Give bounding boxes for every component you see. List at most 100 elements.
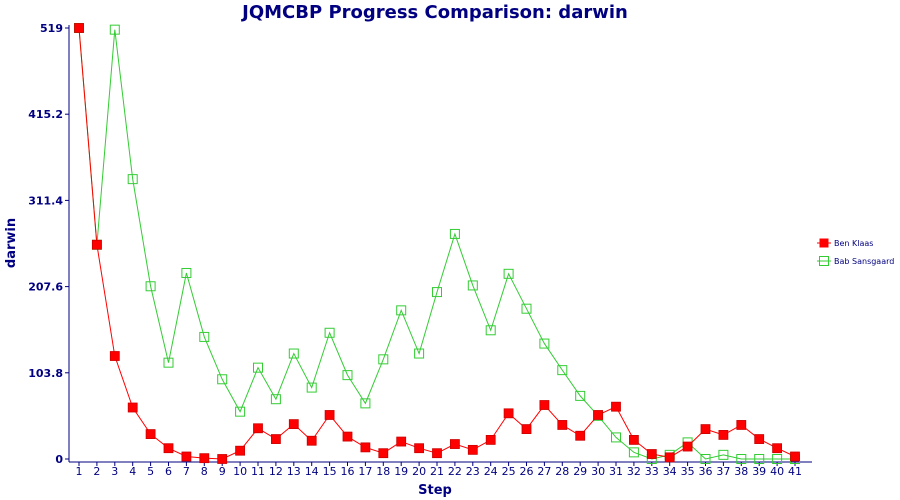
x-axis-label: Step (418, 483, 452, 498)
x-tick-label: 29 (573, 465, 587, 478)
data-point (646, 449, 657, 459)
legend-item: Bab Sansgaard (817, 256, 894, 266)
y-tick-label: 0 (55, 453, 63, 466)
x-tick-label: 23 (466, 465, 480, 478)
data-point (74, 23, 84, 33)
y-tick-label: 415.2 (28, 108, 63, 121)
data-point (682, 441, 693, 452)
data-point (270, 394, 281, 405)
data-point (199, 453, 210, 464)
x-tick-label: 30 (591, 465, 605, 478)
data-point (449, 228, 460, 239)
data-point (772, 443, 782, 454)
data-point (181, 451, 192, 462)
data-point (432, 448, 442, 459)
data-point (109, 351, 120, 361)
legend-label: Ben Klaas (834, 239, 873, 248)
data-point (306, 382, 317, 393)
x-tick-label: 3 (111, 465, 118, 478)
data-point (503, 408, 514, 419)
x-tick-label: 7 (183, 465, 190, 478)
data-point (557, 365, 568, 376)
data-point (736, 420, 747, 430)
data-point (521, 424, 532, 435)
legend-marker (819, 256, 829, 266)
data-point (539, 338, 550, 349)
x-tick-label: 28 (555, 465, 569, 478)
y-tick-label: 519 (40, 22, 63, 35)
x-tick-label: 31 (609, 465, 623, 478)
data-point (235, 445, 246, 456)
x-tick-label: 32 (627, 465, 641, 478)
data-point (772, 454, 783, 464)
x-tick-label: 2 (93, 465, 100, 478)
data-point (521, 303, 532, 314)
series-line (78, 27, 795, 460)
data-point (718, 449, 729, 460)
data-point (664, 452, 675, 463)
x-tick-label: 40 (770, 465, 784, 478)
data-point (700, 454, 711, 464)
x-tick-label: 12 (269, 465, 283, 478)
data-point (92, 239, 102, 250)
data-point (324, 410, 335, 420)
data-point (306, 435, 317, 446)
data-point (199, 331, 210, 342)
data-point (629, 434, 639, 445)
data-point (754, 434, 765, 444)
y-tick-label: 207.6 (28, 281, 63, 294)
data-point (342, 370, 353, 381)
data-point (360, 398, 371, 409)
x-ticks: 1 2 3 4 5 6 7 8 9 10 11 12 13 14 15 16 17 18 19 20 21 22 23 24 2… (76, 462, 802, 478)
data-point (235, 406, 246, 417)
data-point (163, 443, 174, 454)
data-point (253, 423, 263, 434)
data-point (127, 402, 138, 413)
x-tick-label: 5 (147, 465, 154, 478)
legend-label: Bab Sansgaard (834, 257, 894, 266)
x-tick-label: 34 (663, 465, 677, 478)
series-layer (74, 23, 800, 464)
legend: Ben Klaas Bab Sansgaard (817, 238, 894, 266)
data-point (736, 454, 747, 464)
data-point (145, 429, 156, 439)
data-point (432, 287, 442, 298)
x-tick-label: 11 (251, 465, 265, 478)
data-point (396, 305, 407, 316)
x-tick-label: 9 (219, 465, 226, 478)
x-tick-label: 38 (734, 465, 748, 478)
x-tick-label: 33 (645, 465, 659, 478)
data-point (360, 442, 371, 453)
data-point (575, 390, 586, 401)
data-point (181, 267, 192, 278)
series-1 (74, 23, 800, 464)
x-tick-label: 21 (430, 465, 444, 478)
data-point (342, 431, 353, 442)
y-axis-label: darwin (4, 218, 19, 268)
data-point (718, 430, 729, 440)
data-point (449, 439, 460, 449)
legend-item: Ben Klaas (817, 238, 873, 248)
legend-marker (819, 238, 829, 248)
x-tick-label: 1 (76, 465, 83, 478)
x-tick-label: 15 (323, 465, 337, 478)
series-line (78, 27, 796, 460)
data-point (270, 434, 281, 444)
data-point (557, 420, 568, 430)
data-point (467, 444, 478, 455)
x-tick-label: 18 (376, 465, 390, 478)
data-point (700, 424, 711, 435)
data-point (127, 174, 138, 185)
data-point (324, 327, 335, 338)
x-tick-label: 35 (681, 465, 695, 478)
data-point (485, 434, 496, 445)
data-point (467, 280, 478, 291)
data-point (539, 400, 550, 410)
x-tick-label: 26 (520, 465, 534, 478)
data-point (396, 436, 407, 447)
data-point (163, 357, 174, 368)
x-tick-label: 6 (165, 465, 172, 478)
chart-title: JQMCBP Progress Comparison: darwin (240, 2, 628, 23)
y-tick-label: 311.4 (28, 194, 63, 207)
